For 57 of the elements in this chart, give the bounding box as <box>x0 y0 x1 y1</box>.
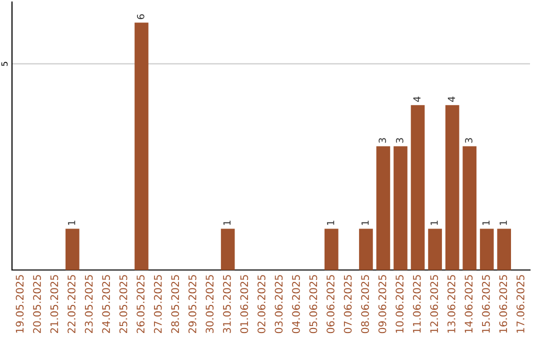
bar <box>497 228 512 270</box>
x-tick-label: 12.06.2025 <box>430 275 438 333</box>
bar <box>394 146 408 270</box>
x-tick-label: 21.05.2025 <box>50 275 58 334</box>
bar <box>66 228 80 270</box>
x-tick-label: 05.06.2025 <box>309 275 318 334</box>
x-tick-label: 09.06.2025 <box>378 275 386 334</box>
x-tick-label: 28.05.2025 <box>171 275 180 334</box>
data-label: 1 <box>68 220 76 225</box>
x-tick-label: 23.05.2025 <box>84 275 93 334</box>
data-label: 6 <box>136 14 144 20</box>
x-tick-label: 22.05.2025 <box>68 275 76 334</box>
x-tick-label: 25.05.2025 <box>119 275 128 334</box>
data-label: 1 <box>482 220 490 225</box>
x-tick-label: 03.06.2025 <box>274 275 283 334</box>
x-tick-label: 01.06.2025 <box>240 275 248 334</box>
bar <box>376 146 390 270</box>
x-tick-label: 20.05.2025 <box>33 275 41 334</box>
x-tick-label: 19.05.2025 <box>16 275 24 333</box>
x-tick-label: 06.06.2025 <box>326 275 334 334</box>
x-tick-label: 26.05.2025 <box>136 275 145 334</box>
data-label: 1 <box>500 220 507 225</box>
x-tick-label: 13.06.2025 <box>447 275 456 333</box>
x-tick-label: 17.06.2025 <box>516 275 524 333</box>
x-tick-label: 29.05.2025 <box>188 275 196 334</box>
x-tick-label: 27.05.2025 <box>154 275 162 334</box>
x-tick-label: 02.06.2025 <box>258 275 266 334</box>
x-tick-label: 11.06.2025 <box>412 275 421 333</box>
data-label: 1 <box>362 220 369 225</box>
data-label: 3 <box>465 138 472 143</box>
data-label: 4 <box>448 96 455 102</box>
bar <box>428 228 442 270</box>
x-tick-label: 10.06.2025 <box>396 275 404 333</box>
data-label: 1 <box>430 220 438 225</box>
y-tick-label: 5 <box>1 62 8 66</box>
x-tick-label: 16.06.2025 <box>499 275 508 333</box>
data-label: 1 <box>327 220 334 225</box>
x-tick-label: 04.06.2025 <box>292 275 300 334</box>
x-tick-label: 31.05.2025 <box>222 275 231 334</box>
x-tick-label: 30.05.2025 <box>206 275 214 334</box>
bar <box>462 146 476 270</box>
bar <box>134 22 148 270</box>
bar <box>359 228 373 270</box>
bar <box>480 228 494 270</box>
x-tick-label: 08.06.2025 <box>361 275 369 334</box>
x-tick-label: 15.06.2025 <box>482 275 490 333</box>
data-label: 3 <box>378 138 386 143</box>
bar <box>410 105 425 270</box>
data-label: 3 <box>396 138 404 143</box>
x-tick-label: 14.06.2025 <box>464 275 473 333</box>
data-label: 4 <box>413 96 420 102</box>
bar <box>220 228 235 270</box>
x-tick-label: 07.06.2025 <box>344 275 352 334</box>
bar <box>324 228 338 270</box>
x-tick-label: 24.05.2025 <box>102 275 110 334</box>
bar <box>445 105 460 270</box>
data-label: 1 <box>223 220 231 225</box>
